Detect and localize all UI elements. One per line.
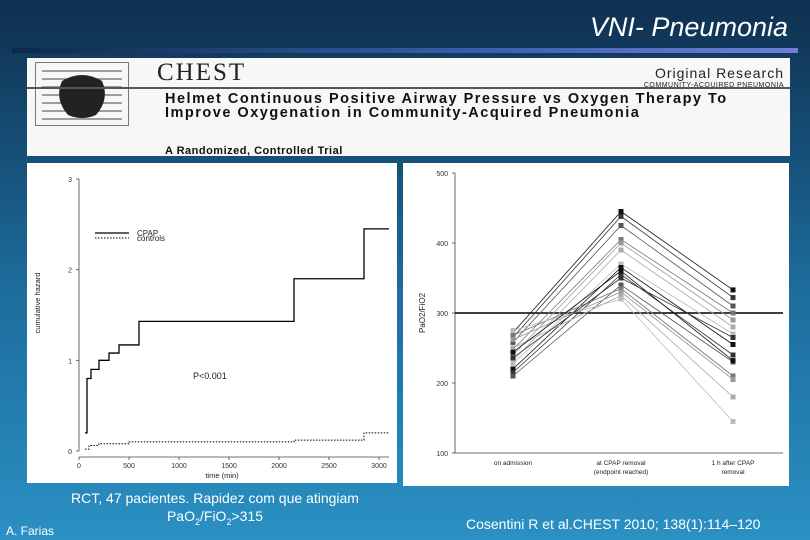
y-tick-label: 300 [436, 311, 448, 318]
caption-line-2: PaO2/FiO2>315 [166, 508, 264, 527]
patient-point [730, 287, 736, 293]
x-tick-label: 2000 [271, 463, 287, 470]
article-subtitle: A Randomized, Controlled Trial [165, 145, 343, 156]
y-axis-label: PaO2/FiO2 [418, 292, 427, 333]
patient-point [618, 265, 624, 270]
author-label: A. Farias [6, 524, 55, 538]
patient-point [510, 370, 516, 375]
patient-line [512, 295, 734, 398]
x-tick-label: 1500 [221, 463, 237, 470]
patient-point [730, 352, 736, 358]
x-category-label: (endpoint reached) [594, 469, 649, 476]
patient-point [730, 324, 736, 330]
journal-name: CHEST [157, 59, 247, 86]
y-tick-label: 500 [436, 171, 448, 178]
patient-point [618, 275, 624, 281]
pao2-chart: 100 200 300 400 500 on admission at CPAP remov… [418, 171, 783, 476]
patient-point [618, 293, 624, 298]
legend-controls-label: controls [137, 234, 165, 243]
patient-point [730, 373, 736, 379]
x-tick-label: 3000 [371, 463, 387, 470]
patient-point [618, 261, 624, 267]
series-line-controls [85, 432, 389, 450]
y-axis-label: cumulative hazard [33, 273, 42, 334]
x-axis-label: time (min) [205, 471, 239, 480]
hazard-chart: 0 1 2 3 0 500 1000 1500 2000 2500 3000 CPAP contro… [33, 177, 389, 480]
patient-point [510, 358, 516, 364]
patient-point [730, 310, 736, 316]
patient-point [618, 209, 624, 214]
chest-logo [35, 62, 129, 126]
caption-line-1: RCT, 47 pacientes. Rapidez com que ating… [71, 490, 359, 506]
patient-point [618, 223, 624, 228]
patient-point [510, 366, 516, 372]
patient-line [512, 291, 734, 380]
patient-point [510, 339, 516, 345]
patient-point [730, 303, 736, 309]
y-tick-label: 400 [436, 241, 448, 248]
section-label: Original Research [654, 65, 784, 81]
y-tick-label: 1 [68, 358, 72, 365]
y-tick-label: 200 [436, 381, 448, 388]
patient-point [618, 268, 624, 274]
category-label: COMMUNITY-ACQUIRED PNEUMONIA [643, 82, 784, 89]
patient-point [510, 337, 516, 343]
slide-caption: RCT, 47 pacientes. Rapidez com que ating… [40, 489, 390, 531]
patient-point [730, 331, 736, 337]
patient-point [510, 373, 516, 379]
legend-cpap-label: CPAP [137, 229, 158, 238]
patient-point [510, 352, 516, 358]
patient-point [510, 349, 516, 355]
series-line-cpap [85, 228, 389, 434]
patient-point [618, 282, 624, 288]
patient-point [730, 394, 736, 400]
article-title: Helmet Continuous Positive Airway Pressu… [165, 91, 728, 121]
header-divider [27, 87, 790, 89]
x-tick-label: 0 [77, 463, 81, 470]
p-value-annotation: P<0.001 [193, 371, 227, 381]
patient-point [730, 335, 736, 340]
patient-point [730, 317, 736, 323]
patient-point [510, 355, 516, 361]
patient-point [618, 237, 624, 242]
x-tick-label: 1000 [171, 463, 187, 470]
title-underline [12, 48, 798, 53]
y-tick-label: 100 [436, 451, 448, 458]
patient-point [510, 332, 516, 338]
patient-line [512, 298, 734, 422]
pao2-chart-panel: 100 200 300 400 500 on admission at CPAP remov… [403, 163, 789, 486]
patient-point [510, 360, 516, 366]
x-category-label: removal [721, 469, 745, 476]
patient-point [510, 345, 516, 351]
slide-title: VNI- Pneumonia [589, 12, 788, 42]
y-tick-label: 2 [68, 268, 72, 275]
patient-point [730, 377, 736, 382]
patient-point [730, 295, 736, 301]
lungs-icon [42, 70, 122, 120]
patient-point [618, 289, 624, 295]
x-category-label: 1 h after CPAP [712, 460, 755, 467]
patient-point [618, 213, 624, 219]
patient-point [618, 296, 624, 302]
patient-point [510, 328, 516, 333]
y-tick-label: 3 [68, 177, 72, 184]
patient-point [618, 286, 624, 291]
patient-point [618, 272, 624, 277]
x-tick-label: 500 [123, 463, 135, 470]
y-tick-label: 0 [68, 449, 72, 456]
patient-point [618, 240, 624, 246]
article-header-image: CHEST Original Research COMMUNITY-ACQUIR… [27, 58, 790, 156]
hazard-chart-panel: 0 1 2 3 0 500 1000 1500 2000 2500 3000 CPAP contro… [27, 163, 397, 483]
patient-point [618, 247, 624, 253]
citation: Cosentini R et al.CHEST 2010; 138(1):114… [466, 516, 761, 532]
patient-point [730, 342, 736, 347]
x-category-label: at CPAP removal [596, 460, 646, 467]
x-category-label: on admission [494, 460, 533, 467]
x-tick-label: 2500 [321, 463, 337, 470]
patient-point [730, 358, 736, 364]
patient-point [730, 419, 736, 424]
